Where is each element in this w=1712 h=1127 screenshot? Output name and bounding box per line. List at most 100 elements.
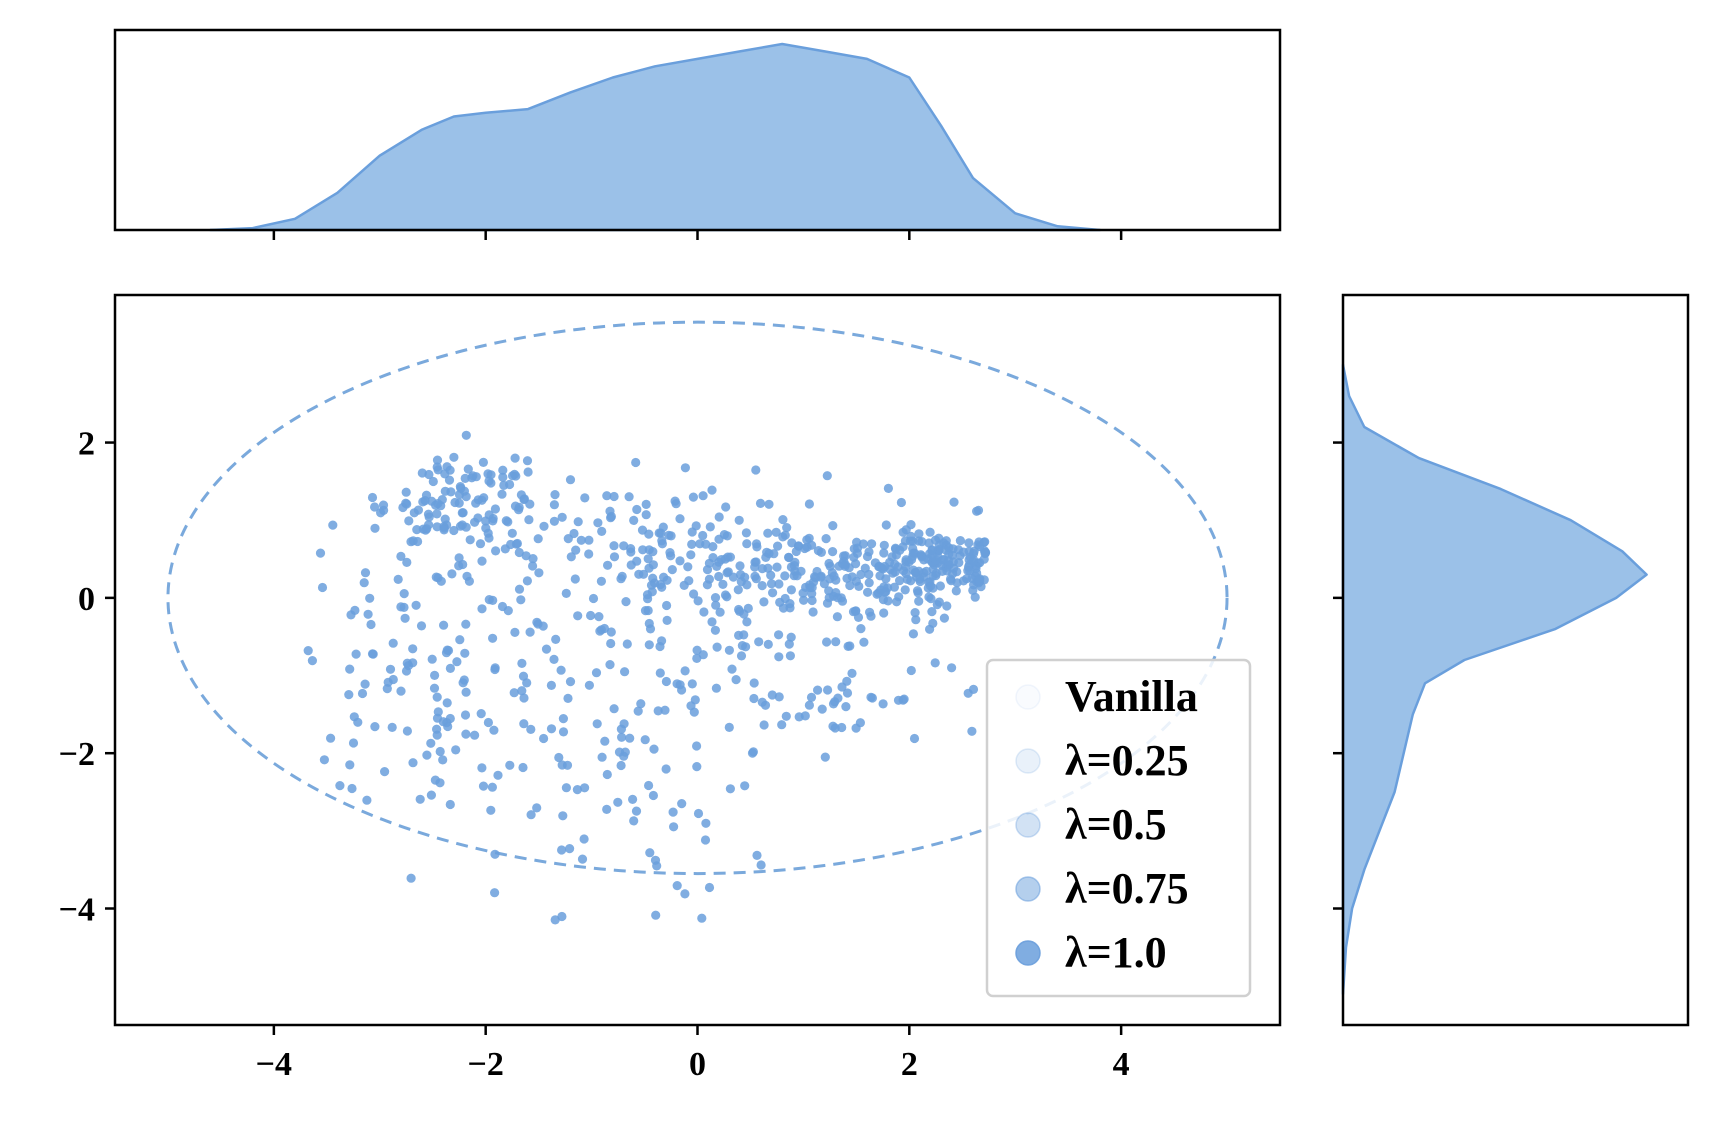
scatter-point [460, 473, 470, 483]
scatter-point [953, 545, 964, 555]
scatter-point [954, 558, 964, 568]
scatter-point [804, 499, 815, 509]
scatter-point [662, 600, 672, 611]
scatter-point [514, 547, 524, 558]
scatter-point [780, 571, 790, 581]
scatter-point [641, 499, 651, 509]
scatter-point [579, 834, 589, 844]
scatter-point [786, 585, 797, 595]
scatter-point [808, 607, 818, 617]
scatter-point [689, 707, 699, 717]
scatter-point [740, 781, 750, 791]
scatter-point [586, 610, 596, 621]
scatter-point [475, 539, 486, 549]
scatter-point [691, 521, 701, 531]
scatter-point [881, 520, 891, 530]
scatter-point [909, 733, 920, 744]
scatter-point [646, 580, 657, 590]
scatter-point [908, 565, 919, 575]
scatter-point [680, 666, 690, 676]
scatter-point [401, 487, 411, 497]
scatter-point [580, 493, 590, 503]
scatter-point [763, 639, 773, 650]
scatter-point [551, 634, 561, 645]
scatter-point [549, 516, 560, 526]
scatter-point [772, 562, 782, 572]
scatter-point [651, 910, 661, 920]
scatter-point [557, 512, 567, 522]
scatter-point [645, 848, 655, 858]
scatter-point [680, 889, 690, 899]
scatter-point [591, 668, 602, 678]
scatter-point [558, 727, 569, 737]
scatter-point [477, 556, 487, 566]
scatter-point [328, 520, 338, 530]
scatter-point [426, 738, 436, 748]
scatter-point [798, 588, 808, 598]
scatter-point [505, 760, 515, 770]
scatter-point [503, 606, 513, 616]
scatter-point [759, 720, 769, 730]
scatter-point [614, 747, 625, 757]
scatter-point [879, 608, 889, 618]
scatter-point [711, 600, 721, 610]
scatter-point [661, 764, 671, 774]
scatter-point [507, 528, 517, 538]
scatter-point [952, 578, 962, 588]
scatter-point [906, 531, 916, 542]
scatter-point [638, 545, 648, 555]
scatter-point [675, 514, 685, 524]
scatter-point [447, 569, 457, 579]
scatter-point [368, 649, 378, 659]
scatter-point [517, 686, 527, 696]
scatter-point [539, 733, 549, 744]
scatter-point [750, 562, 760, 572]
scatter-point [702, 580, 713, 590]
scatter-point [477, 495, 487, 505]
scatter-point [879, 540, 889, 550]
scatter-point [366, 619, 376, 630]
scatter-point [571, 545, 581, 555]
scatter-point [655, 641, 665, 652]
x-axis: −4 −2 0 2 4 [256, 1025, 1130, 1083]
scatter-point [662, 615, 672, 626]
scatter-point [467, 473, 477, 483]
right-marginal-frame [1341, 293, 1690, 1027]
scatter-point [477, 604, 487, 614]
scatter-point [385, 664, 396, 674]
scatter-point [490, 504, 500, 514]
scatter-point [855, 718, 866, 728]
scatter-point [828, 547, 838, 557]
scatter-point [671, 499, 681, 509]
scatter-point [402, 557, 412, 568]
scatter-point [896, 497, 907, 508]
scatter-point [910, 608, 920, 618]
right-marginal-panel [1333, 293, 1690, 1027]
scatter-point [754, 637, 764, 647]
scatter-point [603, 560, 613, 570]
scatter-point [736, 651, 747, 661]
scatter-point [934, 545, 944, 555]
scatter-point [539, 521, 549, 531]
scatter-point [664, 530, 674, 540]
scatter-point [908, 629, 919, 639]
legend-label-lambda-025: λ=0.25 [1065, 736, 1189, 785]
scatter-point [510, 501, 521, 511]
scatter-point [490, 663, 500, 673]
scatter-point [632, 504, 642, 515]
scatter-point [711, 683, 722, 693]
scatter-point [345, 760, 355, 770]
scatter-point [734, 515, 744, 525]
scatter-point [457, 508, 467, 518]
scatter-point [669, 822, 679, 832]
scatter-point [853, 612, 864, 623]
scatter-point [370, 722, 380, 732]
scatter-point [617, 732, 627, 742]
scatter-point [427, 654, 437, 664]
scatter-point [599, 623, 610, 634]
scatter-point [742, 580, 752, 590]
y-tick-label: −2 [59, 736, 95, 773]
scatter-point [431, 500, 441, 510]
scatter-point [432, 509, 442, 519]
scatter-point [724, 722, 734, 733]
